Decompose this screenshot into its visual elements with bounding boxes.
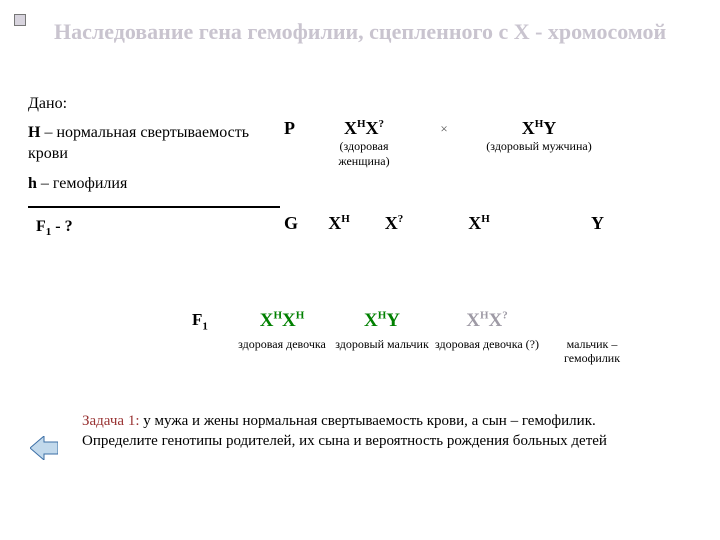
cross-diagram: P XHX? (здоровая женщина) × XHY (здоровы… <box>284 118 696 234</box>
f1-child-2-genotype: XHY <box>364 310 400 331</box>
mom-sup1: H <box>357 118 366 130</box>
allele-h-symbol: h <box>28 175 37 192</box>
mother-caption: (здоровая женщина) <box>314 139 414 169</box>
f1-child-1-genotype: XHXH <box>260 310 305 331</box>
gamete-4: Y <box>534 213 604 234</box>
parents-row: P XHX? (здоровая женщина) × XHY (здоровы… <box>284 118 696 169</box>
mom-sup2: ? <box>379 118 385 130</box>
g1-base: X <box>328 213 341 233</box>
c3bs: ? <box>502 310 508 322</box>
mother-genotype: XHX? <box>344 118 384 138</box>
c2as: H <box>378 310 387 322</box>
divider-line <box>28 206 280 208</box>
back-arrow-button[interactable] <box>30 436 58 460</box>
c2b: Y <box>386 310 400 331</box>
allele-h-text: – гемофилия <box>37 175 127 192</box>
f1-block: F1 XHXH здоровая девочка XHY здоровый ма… <box>192 310 690 366</box>
f1q-tail: - ? <box>51 218 72 235</box>
gamete-1: XH <box>314 213 364 234</box>
dad-x: X <box>522 118 535 138</box>
c3as: H <box>480 310 489 322</box>
father-caption: (здоровый мужчина) <box>474 139 604 154</box>
dad-sup: H <box>535 118 544 130</box>
task-text: Задача 1: у мужа и жены нормальная сверт… <box>82 412 660 451</box>
g3-base: X <box>468 213 481 233</box>
label-P: P <box>284 118 314 139</box>
c3a: X <box>466 310 480 331</box>
task-heading: Задача 1: <box>82 413 139 429</box>
corner-marker <box>14 14 26 26</box>
f1-question: F1 - ? <box>36 218 73 238</box>
g2-base: X <box>385 213 398 233</box>
f1-child-3-genotype: XHX? <box>466 310 508 331</box>
f1-letter: F <box>192 310 202 329</box>
father-genotype: XHY <box>522 118 557 138</box>
f1-child-2-caption: здоровый мальчик <box>332 338 432 352</box>
g1-sup: H <box>341 213 350 225</box>
mom-x1: X <box>344 118 357 138</box>
allele-H-line: H – нормальная свертываемость крови <box>28 123 288 165</box>
gamete-2: X? <box>364 213 424 234</box>
f1-child-3-caption: здоровая девочка (?) <box>432 338 542 352</box>
f1-child-4-genotype <box>590 310 595 331</box>
f1-sub: 1 <box>202 320 208 332</box>
g3-sup: H <box>481 213 490 225</box>
mom-x2: X <box>366 118 379 138</box>
dad-y: Y <box>543 118 556 138</box>
c3b: X <box>489 310 503 331</box>
f1q-letter: F <box>36 218 46 235</box>
c1bs: H <box>296 310 305 322</box>
c1a: X <box>260 310 274 331</box>
cross-symbol: × <box>414 118 474 137</box>
f1-child-1-caption: здоровая девочка <box>232 338 332 352</box>
task-body: у мужа и жены нормальная свертываемость … <box>82 413 607 449</box>
c1as: H <box>273 310 282 322</box>
slide-title: Наследование гена гемофилии, сцепленного… <box>54 18 680 46</box>
allele-H-symbol: H <box>28 124 40 141</box>
f1-child-4-caption: мальчик – гемофилик <box>542 338 642 366</box>
allele-h-line: h – гемофилия <box>28 174 288 195</box>
gametes-row: G XH X? XH Y <box>284 213 696 234</box>
gamete-3: XH <box>424 213 534 234</box>
allele-H-text: – нормальная свертываемость крови <box>28 124 249 162</box>
label-G: G <box>284 213 314 234</box>
c2a: X <box>364 310 378 331</box>
g2-sup: ? <box>398 213 404 225</box>
c1b: X <box>282 310 296 331</box>
given-block: Дано: H – нормальная свертываемость кров… <box>28 94 288 195</box>
back-arrow-icon <box>30 436 58 460</box>
given-header: Дано: <box>28 94 288 115</box>
f1-label: F1 <box>192 310 232 332</box>
